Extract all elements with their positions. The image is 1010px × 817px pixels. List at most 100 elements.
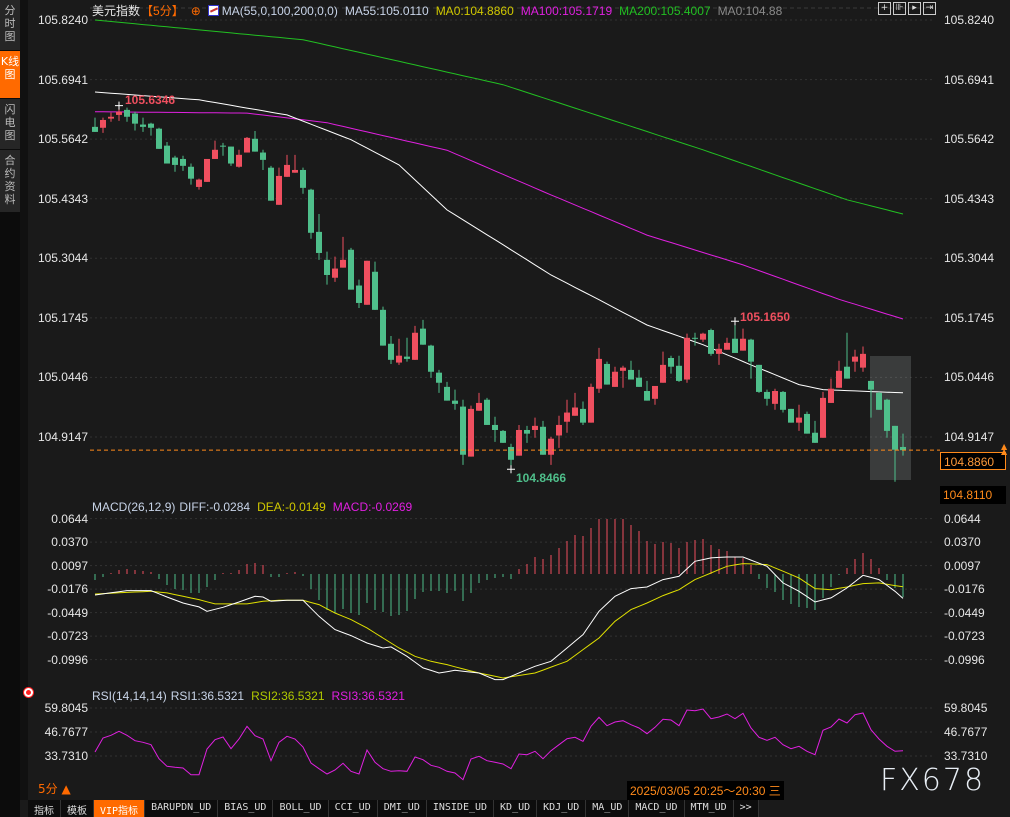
indicator-tab[interactable]: DMI_UD	[378, 800, 427, 817]
candle	[860, 353, 866, 368]
price-axis-label-left: 105.5642	[37, 132, 88, 147]
candle	[708, 330, 714, 354]
indicator-chart-icon[interactable]	[207, 5, 219, 16]
macd-axis-label-left: -0.0996	[47, 652, 88, 667]
ma0-value: MA0:104.8860	[435, 3, 514, 18]
ma0b-value: MA0:104.88	[717, 3, 783, 18]
price-axis-label-left: 105.1745	[37, 310, 88, 325]
candle	[764, 391, 770, 399]
macd-axis-label-right: -0.0996	[944, 652, 985, 667]
candle	[580, 408, 586, 423]
indicator-tab[interactable]: MACD_UD	[629, 800, 685, 817]
candle	[676, 365, 682, 381]
macd-axis-label-right: 0.0370	[944, 535, 981, 550]
candle	[324, 259, 330, 275]
indicator-tab[interactable]: CCI_UD	[329, 800, 378, 817]
candle	[236, 154, 242, 167]
indicator-tab[interactable]: BOLL_UD	[273, 800, 329, 817]
macd-axis-label-right: -0.0723	[944, 629, 985, 644]
diff-line	[94, 556, 904, 681]
indicator-tab[interactable]: KD_UD	[494, 800, 538, 817]
rsi-axis-label-left: 46.7677	[44, 725, 88, 739]
sidebar: 分时图 K线图 闪电图 合约资料	[0, 0, 20, 817]
candle	[372, 271, 378, 310]
candle	[636, 377, 642, 387]
candle	[852, 356, 858, 362]
candle	[700, 333, 706, 340]
candle	[412, 332, 418, 360]
candle	[548, 438, 554, 455]
indicator-tab[interactable]: 指标	[28, 800, 61, 817]
sidebar-tab-contract-info[interactable]: 合约资料	[0, 150, 20, 212]
candle	[228, 146, 234, 164]
indicator-tab[interactable]: BIAS_UD	[218, 800, 274, 817]
period-indicator[interactable]: 5分 ▲	[38, 782, 71, 796]
sidebar-tab-flash[interactable]: 闪电图	[0, 99, 20, 149]
ma100-line	[94, 111, 904, 320]
macd-dea: DEA:-0.0149	[257, 500, 326, 514]
candle	[884, 399, 890, 431]
macd-axis-label-left: 0.0370	[51, 535, 88, 550]
candle	[244, 137, 250, 153]
price-axis-label-right: 105.5642	[944, 132, 995, 147]
candle	[788, 408, 794, 423]
price-axis-label-right: 105.4343	[944, 191, 995, 206]
candle	[188, 166, 194, 179]
candle	[628, 369, 634, 380]
ma55-value: MA55:105.0110	[344, 3, 429, 18]
low-price-tag: 104.8110	[940, 486, 1006, 504]
candle	[796, 417, 802, 423]
candle	[348, 249, 354, 290]
scroll-end-icon[interactable]: ⇥	[923, 2, 936, 15]
candle	[692, 337, 698, 339]
ma200-value: MA200:105.4007	[619, 3, 711, 18]
indicator-tab[interactable]: MTM_UD	[685, 800, 734, 817]
macd-axis-label-left: 0.0097	[51, 558, 88, 573]
candle	[724, 342, 730, 350]
rsi-axis-label-right: 59.8045	[944, 701, 988, 715]
candle	[92, 126, 98, 132]
rsi2-value: RSI2:36.5321	[251, 689, 325, 703]
ma200-line	[94, 19, 904, 215]
candle	[892, 425, 898, 450]
extreme-marker	[115, 101, 123, 110]
indicator-tab[interactable]: 模板	[61, 800, 94, 817]
candle	[148, 123, 154, 128]
candle	[812, 432, 818, 443]
indicator-tab[interactable]: KDJ_UD	[537, 800, 587, 817]
price-axis-label-right: 104.9147	[944, 430, 995, 444]
candle	[140, 124, 146, 127]
candle	[300, 169, 306, 188]
price-axis-label-left: 104.9147	[37, 430, 88, 444]
candle	[276, 175, 282, 205]
candle	[620, 367, 626, 371]
candle	[556, 424, 562, 436]
indicator-tab[interactable]: MA_UD	[586, 800, 630, 817]
candle	[836, 370, 842, 388]
indicator-tab[interactable]: VIP指标	[94, 800, 146, 817]
indicator-tab[interactable]: >>	[734, 800, 759, 817]
candle	[868, 380, 874, 390]
candle	[164, 145, 170, 164]
candle	[436, 372, 442, 383]
crosshair-icon[interactable]: +	[878, 2, 891, 15]
candle	[132, 113, 138, 124]
candle	[492, 424, 498, 430]
rsi-settings-icon[interactable]	[24, 688, 33, 697]
candle	[756, 364, 762, 392]
sidebar-tab-kline[interactable]: K线图	[0, 51, 20, 98]
macd-axis-label-right: -0.0449	[944, 605, 985, 620]
candle	[396, 355, 402, 363]
rsi3-value: RSI3:36.5321	[331, 689, 405, 703]
candle	[460, 406, 466, 455]
period-label[interactable]: 【5分】	[141, 4, 184, 18]
play-icon[interactable]: ▸	[908, 2, 921, 15]
fit-icon[interactable]: ⊪	[893, 2, 906, 15]
indicator-tab[interactable]: INSIDE_UD	[427, 800, 495, 817]
price-axis-label-right: 105.8240	[944, 13, 995, 27]
candle	[572, 407, 578, 416]
indicator-tab[interactable]: BARUPDN_UD	[145, 800, 219, 817]
sidebar-tab-timeshare[interactable]: 分时图	[0, 0, 20, 50]
add-indicator-icon[interactable]: ⊕	[190, 3, 201, 18]
